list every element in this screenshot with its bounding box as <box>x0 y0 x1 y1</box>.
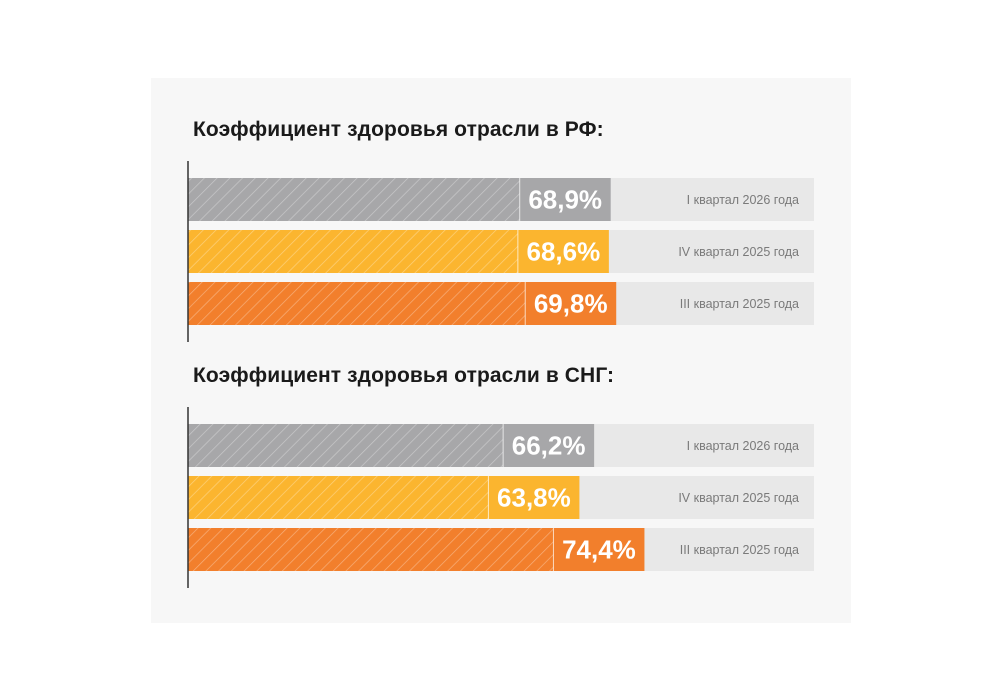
bar-category-label: III квартал 2025 года <box>680 543 799 557</box>
bar-hatch <box>188 282 526 325</box>
bar-value-label: 66,2% <box>512 431 586 461</box>
chart-title-cis: Коэффициент здоровья отрасли в СНГ: <box>193 364 615 387</box>
bar-category-label: III квартал 2025 года <box>680 297 799 311</box>
bar-category-label: I квартал 2026 года <box>687 193 799 207</box>
bar-hatch <box>188 476 489 519</box>
bar-hatch <box>188 230 518 273</box>
bar-value-label: 63,8% <box>497 483 571 513</box>
bar-value-label: 68,6% <box>526 237 600 267</box>
bar-category-label: IV квартал 2025 года <box>678 245 799 259</box>
bar-hatch <box>188 528 554 571</box>
bar-category-label: IV квартал 2025 года <box>678 491 799 505</box>
chart-cis: 66,2% I квартал 2026 года 63,8% IV квартал … <box>187 407 814 588</box>
bar-category-label: I квартал 2026 года <box>687 439 799 453</box>
bar-value-label: 74,4% <box>562 535 636 565</box>
bar-hatch <box>188 178 520 221</box>
bar-value-label: 68,9% <box>528 185 602 215</box>
bar-hatch <box>188 424 504 467</box>
bar-value-label: 69,8% <box>534 289 608 319</box>
chart-rf: 68,9% I квартал 2026 года 68,6% IV квартал … <box>187 161 814 342</box>
chart-title-rf: Коэффициент здоровья отрасли в РФ: <box>193 118 604 141</box>
